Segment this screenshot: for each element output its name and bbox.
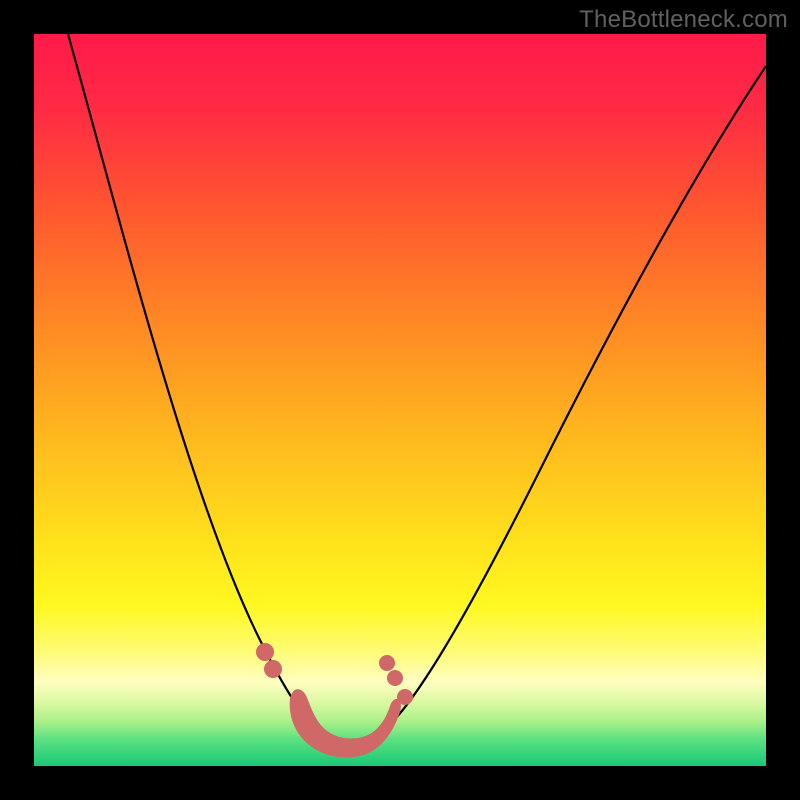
watermark: TheBottleneck.com <box>579 6 788 34</box>
bottleneck-chart <box>0 0 800 800</box>
plot-background <box>34 34 766 766</box>
